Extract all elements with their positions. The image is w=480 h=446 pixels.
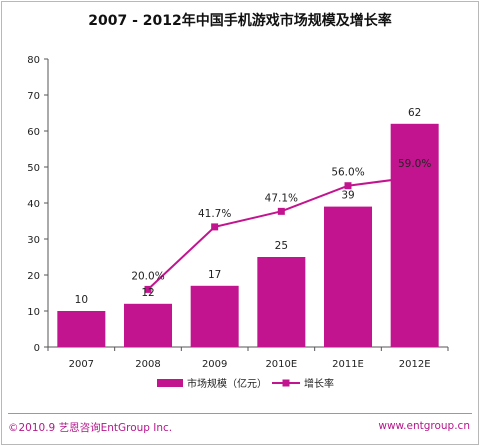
growth-point-2010E [277, 207, 285, 215]
x-tick-label: 2012E [399, 359, 431, 370]
legend-line-marker [282, 379, 290, 387]
footer-website: www.entgroup.cn [378, 420, 470, 432]
labels-group: 10 12 17 25 39 62 20.0% 41.7% 47.1% 56.0% 59.0% [75, 107, 432, 306]
y-tick-label: 70 [27, 91, 40, 102]
bar-2008 [124, 303, 172, 347]
growth-value-label: 20.0% [131, 270, 164, 282]
bar-2007 [57, 311, 106, 347]
legend: 市场规模（亿元） 增长率 [157, 377, 334, 390]
growth-point-2008 [144, 285, 152, 293]
bars-group [57, 123, 439, 347]
growth-point-2012E [411, 173, 419, 181]
bar-2009 [190, 285, 239, 347]
x-tick-label: 2007 [69, 359, 94, 370]
y-tick-label: 10 [27, 307, 40, 318]
y-tick-label: 40 [27, 199, 40, 210]
growth-line-group [144, 173, 419, 293]
chart-title: 2007 - 2012年中国手机游戏市场规模及增长率 [88, 13, 392, 29]
bar-2010E [257, 257, 306, 347]
bar-value-label: 10 [75, 294, 88, 306]
footer-divider [8, 413, 472, 414]
y-tick-label: 30 [27, 235, 40, 246]
y-tick-label: 80 [27, 55, 40, 66]
y-tick-label: 0 [34, 343, 40, 354]
legend-bar-label: 市场规模（亿元） [187, 377, 267, 390]
bar-value-label: 17 [208, 269, 221, 281]
growth-value-label: 59.0% [398, 158, 431, 170]
growth-value-label: 41.7% [198, 208, 231, 220]
x-tick-label: 2009 [202, 359, 227, 370]
x-tick-label: 2008 [135, 359, 160, 370]
growth-point-2011E [344, 182, 352, 190]
y-tick-label: 60 [27, 127, 40, 138]
y-tick-label: 50 [27, 163, 40, 174]
growth-value-label: 47.1% [265, 192, 298, 204]
growth-point-2009 [211, 223, 219, 231]
legend-bar-swatch [157, 379, 183, 387]
x-tick-label: 2011E [332, 359, 364, 370]
x-tick-label: 2010E [265, 359, 297, 370]
legend-line-label: 增长率 [304, 377, 334, 390]
bar-2012E [390, 123, 439, 347]
bar-2011E [324, 206, 372, 347]
axes-group: 0 10 20 30 40 50 60 70 80 2007 2008 2009 2010E 2011E 2… [27, 55, 449, 370]
growth-value-label: 56.0% [331, 167, 364, 179]
y-tick-label: 20 [27, 271, 40, 282]
bar-value-label: 12 [141, 287, 154, 299]
bar-value-label: 25 [275, 240, 288, 252]
bar-value-label: 39 [341, 190, 354, 202]
footer-copyright: ©2010.9 艺恩咨询EntGroup Inc. [8, 422, 173, 434]
bar-value-label: 62 [408, 107, 421, 119]
